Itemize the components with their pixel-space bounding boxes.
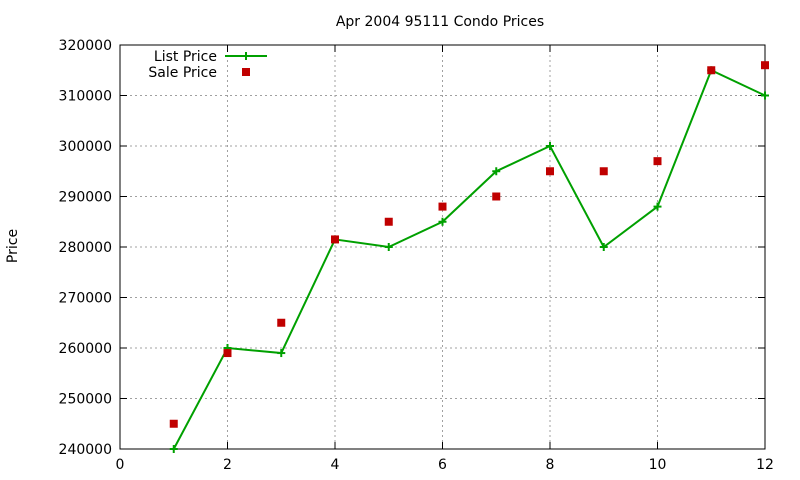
axis-ticks: 0 2 4 6 8 10 12 240000 250000 260000 270000 280000 2… xyxy=(59,38,774,473)
y-tick-label: 310000 xyxy=(59,89,112,105)
sale-price-point xyxy=(492,192,501,201)
legend-label: List Price xyxy=(154,49,217,65)
x-tick-label: 0 xyxy=(116,457,125,473)
x-tick-label: 10 xyxy=(649,457,667,473)
y-tick-label: 300000 xyxy=(59,139,112,155)
x-tick-label: 4 xyxy=(331,457,340,473)
y-tick-label: 240000 xyxy=(59,442,112,458)
legend-square-swatch xyxy=(242,68,250,76)
y-tick-label: 290000 xyxy=(59,190,112,206)
y-tick-label: 260000 xyxy=(59,341,112,357)
plot-border xyxy=(119,44,766,450)
list-price-point xyxy=(277,349,286,358)
sale-price-point xyxy=(599,167,608,176)
sale-price-point xyxy=(546,167,554,176)
sale-price-point xyxy=(169,419,178,428)
sale-price-point xyxy=(277,318,286,327)
list-price-point xyxy=(384,243,393,251)
sale-price-point xyxy=(653,157,662,166)
list-price-point xyxy=(761,91,769,100)
list-price-point xyxy=(546,142,554,150)
y-tick-label: 250000 xyxy=(59,392,112,408)
list-price-point xyxy=(599,243,608,251)
sale-price-point xyxy=(384,217,393,226)
y-tick-label: 270000 xyxy=(59,291,112,307)
x-tick-label: 2 xyxy=(223,457,232,473)
y-axis-label: Price xyxy=(5,229,21,263)
x-tick-label: 12 xyxy=(756,457,774,473)
sale-price-point xyxy=(438,202,447,211)
legend-cross-swatch xyxy=(242,52,250,60)
x-tick-label: 6 xyxy=(438,457,447,473)
y-tick-label: 280000 xyxy=(59,240,112,256)
list-price-point xyxy=(492,167,501,176)
legend-label: Sale Price xyxy=(148,65,217,81)
list-price-point xyxy=(438,217,447,226)
list-price-line xyxy=(172,68,766,450)
chart-title: Apr 2004 95111 Condo Prices xyxy=(336,14,544,30)
grid-lines xyxy=(120,45,765,449)
series-layer xyxy=(169,61,769,453)
list-price-point xyxy=(653,202,662,211)
list-price-point xyxy=(169,445,178,453)
sale-price-point xyxy=(761,61,769,70)
sale-price-point xyxy=(331,235,339,244)
x-tick-label: 8 xyxy=(546,457,555,473)
sale-price-point xyxy=(707,66,716,75)
y-tick-label: 320000 xyxy=(59,38,112,54)
sale-price-point xyxy=(223,349,232,358)
